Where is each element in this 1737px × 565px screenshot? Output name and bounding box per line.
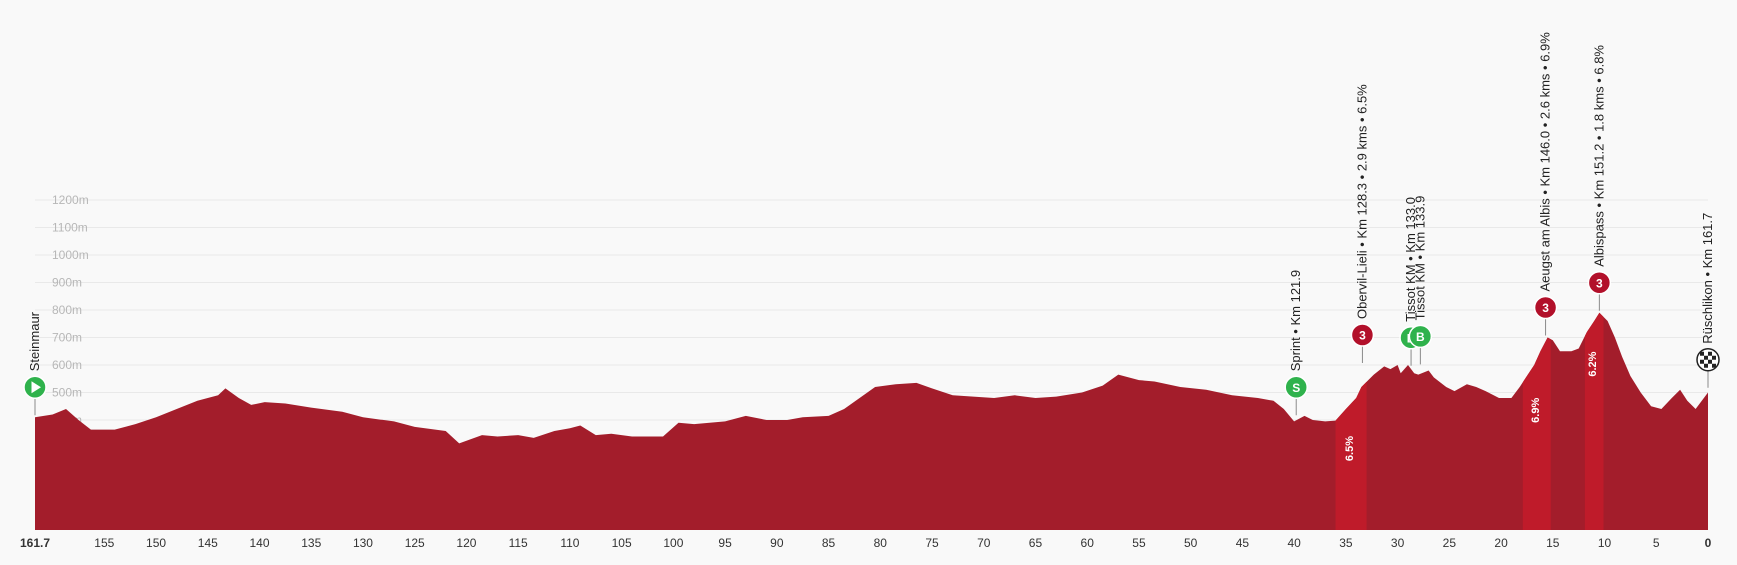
category-3-badge <box>1587 271 1612 295</box>
checker-square <box>1712 363 1716 368</box>
x-tick-label: 100 <box>663 536 683 550</box>
checker-square <box>1700 351 1704 356</box>
x-tick-label: 20 <box>1494 536 1508 550</box>
x-tick-label: 70 <box>977 536 991 550</box>
sprint-badge <box>1284 375 1308 399</box>
marker-obervil: 3 Obervil-Lieli • Km 128.3 • 2.9 kms • 6.… <box>1350 84 1375 363</box>
marker-aeugst: 3 Aeugst am Albis • Km 146.0 • 2.6 kms • … <box>1533 32 1558 336</box>
y-tick-label: 800m <box>52 303 82 317</box>
elevation-profile <box>35 312 1708 530</box>
x-axis-labels: 161.7 155 150 145 140 135 130 125 120 115 110 105 10… <box>20 536 1712 550</box>
marker-label: Sprint • Km 121.9 <box>1288 270 1303 371</box>
x-tick-label: 80 <box>874 536 888 550</box>
checker-square <box>1708 351 1712 356</box>
x-tick-label: 155 <box>94 536 114 550</box>
x-tick-label: 50 <box>1184 536 1198 550</box>
gradient-label: 6.5% <box>1344 436 1356 461</box>
x-tick-label: 35 <box>1339 536 1353 550</box>
x-tick-label: 5 <box>1653 536 1660 550</box>
checker-square <box>1708 359 1712 364</box>
checker-square <box>1712 355 1716 360</box>
marker-label: Aeugst am Albis • Km 146.0 • 2.6 kms • 6… <box>1538 32 1553 292</box>
category-3-badge <box>1350 323 1375 347</box>
category-3-badge <box>1533 295 1558 320</box>
x-tick-label: 110 <box>560 536 579 550</box>
checker-square <box>1704 355 1708 360</box>
badge-text: S <box>1292 381 1300 395</box>
y-tick-label: 900m <box>52 276 82 290</box>
checker-square <box>1700 359 1704 364</box>
x-tick-label: 161.7 <box>20 536 50 550</box>
x-tick-label: 105 <box>612 536 632 550</box>
marker-label: Tissot KM • Km 133.9 <box>1412 196 1427 321</box>
x-tick-label: 120 <box>456 536 476 550</box>
y-tick-label: 600m <box>52 358 82 372</box>
y-tick-label: 500m <box>52 386 82 400</box>
marker-albispass: 3 Albispass • Km 151.2 • 1.8 kms • 6.8% <box>1587 45 1612 311</box>
marker-tissot2: B Tissot KM • Km 133.9 <box>1408 196 1433 365</box>
marker-start: Steinmaur <box>23 311 47 416</box>
x-tick-label: 25 <box>1443 536 1457 550</box>
x-tick-label: 125 <box>405 536 425 550</box>
play-triangle <box>31 381 41 394</box>
y-tick-label: 1000m <box>52 248 89 262</box>
badge-text: 3 <box>1596 276 1603 290</box>
x-tick-label: 45 <box>1236 536 1250 550</box>
x-tick-label: 140 <box>249 536 269 550</box>
bonus-badge <box>1408 324 1433 349</box>
y-tick-label: 700m <box>52 331 82 345</box>
x-tick-label: 150 <box>146 536 166 550</box>
x-tick-label: 40 <box>1287 536 1301 550</box>
marker-label: Albispass • Km 151.2 • 1.8 kms • 6.8% <box>1591 45 1606 267</box>
gradient-label: 6.2% <box>1587 351 1599 376</box>
marker-finish: Rüschlikon • Km 161.7 <box>1696 213 1720 388</box>
x-tick-label: 95 <box>718 536 732 550</box>
x-tick-label: 75 <box>925 536 939 550</box>
x-tick-label: 145 <box>198 536 218 550</box>
x-tick-label: 135 <box>301 536 321 550</box>
x-tick-label: 0 <box>1705 536 1712 550</box>
marker-sprint: S Sprint • Km 121.9 <box>1284 270 1308 416</box>
x-tick-label: 30 <box>1391 536 1405 550</box>
y-tick-label: 1200m <box>52 193 89 207</box>
badge-text: 3 <box>1359 329 1366 343</box>
x-tick-label: 60 <box>1081 536 1095 550</box>
badge-text: 3 <box>1542 301 1549 315</box>
x-tick-label: 115 <box>509 536 528 550</box>
x-tick-label: 55 <box>1132 536 1146 550</box>
elevation-area <box>35 312 1708 530</box>
x-tick-label: 85 <box>822 536 836 550</box>
x-tick-label: 10 <box>1598 536 1612 550</box>
x-tick-label: 15 <box>1546 536 1560 550</box>
marker-label: Steinmaur <box>27 311 42 371</box>
gradient-label: 6.9% <box>1530 398 1542 423</box>
marker-label: Obervil-Lieli • Km 128.3 • 2.9 kms • 6.5… <box>1354 84 1369 319</box>
x-tick-label: 90 <box>770 536 784 550</box>
x-tick-label: 65 <box>1029 536 1043 550</box>
checker-square <box>1704 363 1708 368</box>
badge-text: B <box>1416 330 1425 344</box>
y-tick-label: 1100m <box>52 221 88 235</box>
markers: Steinmaur S Sprint • Km 121.9 3 Obervil-Liel… <box>23 32 1720 416</box>
marker-label: Tissot KM • Km 133.0 <box>1403 197 1418 322</box>
marker-label: Rüschlikon • Km 161.7 <box>1700 213 1715 344</box>
climb-segment <box>1584 312 1604 530</box>
x-tick-label: 130 <box>353 536 373 550</box>
